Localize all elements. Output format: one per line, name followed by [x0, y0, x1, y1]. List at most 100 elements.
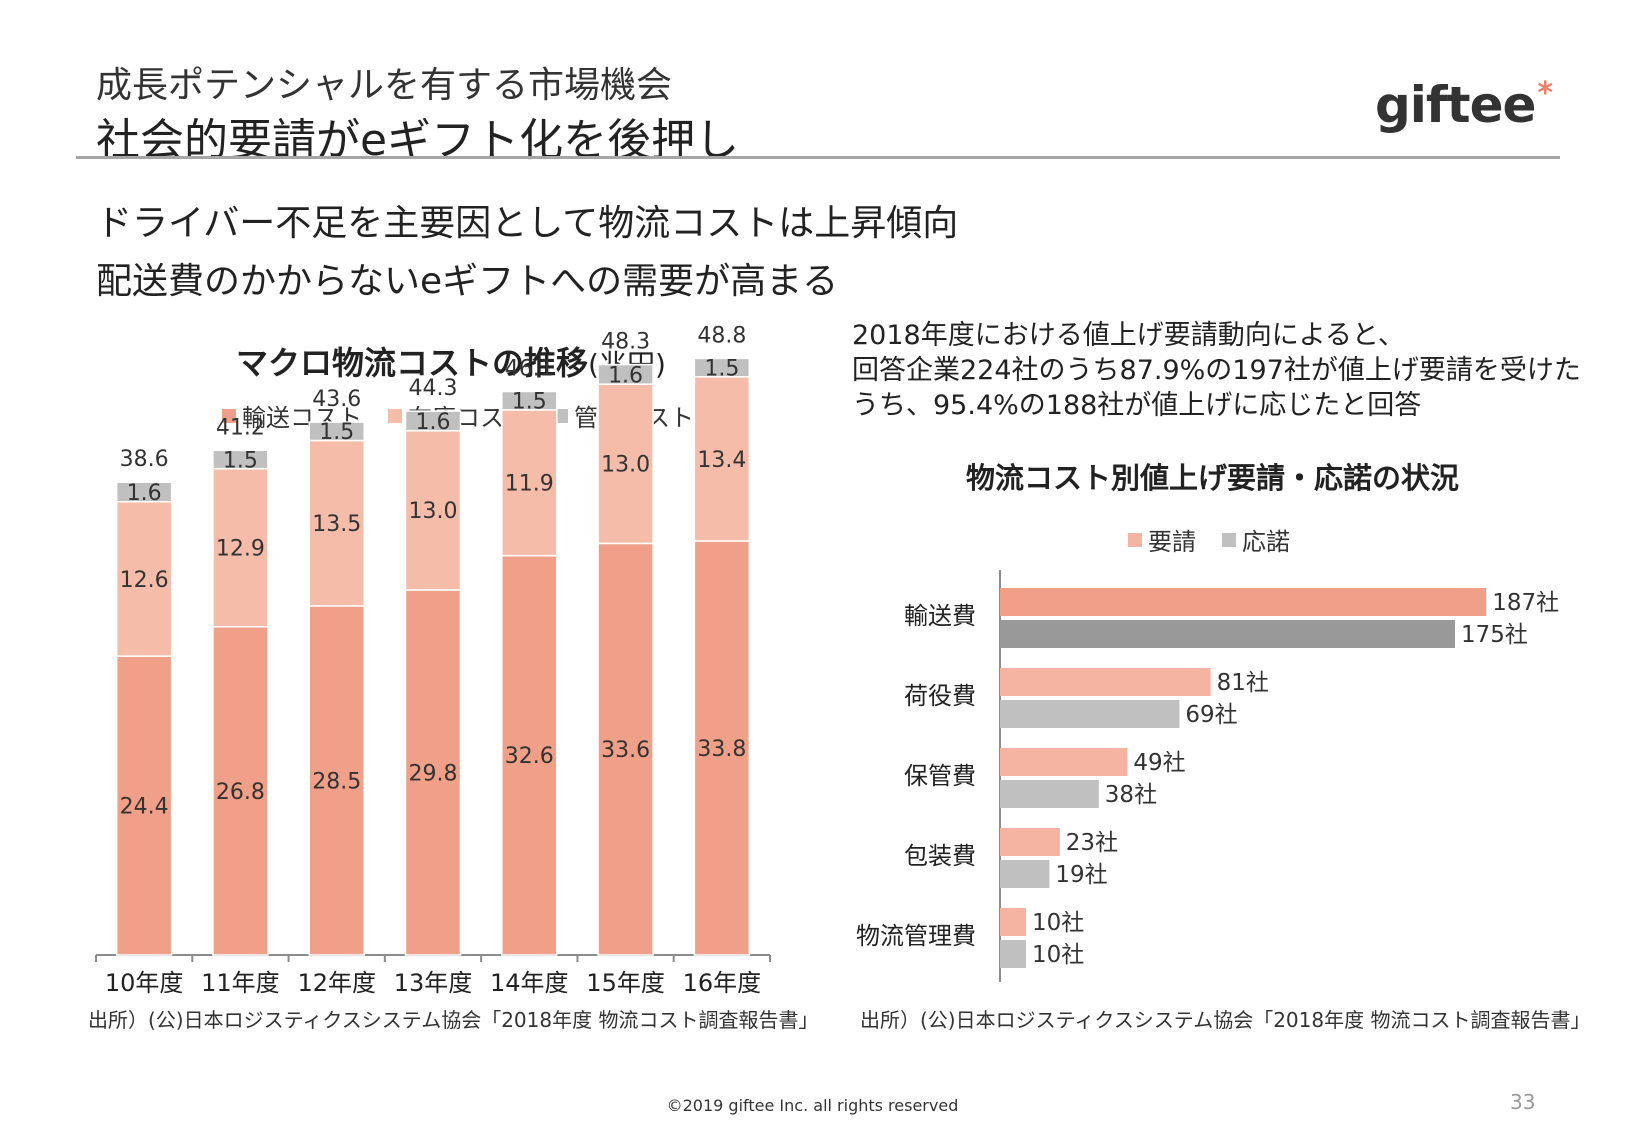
left-bar-value-label: 13.0: [409, 499, 458, 524]
left-bar-value-label: 1.6: [127, 481, 162, 506]
left-bar-segment: [501, 409, 558, 557]
right-bar: [1000, 940, 1026, 968]
right-bar-value-label: 10社: [1032, 942, 1084, 968]
right-description-line-3: うち、95.4%の188社が値上げに応じたと回答: [852, 390, 1422, 421]
giftee-logo: giftee*: [1375, 76, 1553, 134]
right-legend-swatch: [1222, 532, 1236, 547]
left-bar-value-label: 1.5: [704, 357, 739, 382]
left-bar-total-label: 46.1: [505, 357, 554, 382]
left-bar-total-label: 48.8: [697, 323, 746, 348]
left-bar-segment: [115, 655, 173, 956]
right-description-line-1: 2018年度における値上げ要請動向によると、: [852, 320, 1405, 351]
left-chart-title-text: マクロ物流コストの推移: [236, 344, 589, 382]
left-bar-total-label: 38.6: [120, 447, 169, 472]
right-bar-value-label: 187社: [1492, 590, 1559, 616]
left-bar-value-label: 13.0: [601, 453, 650, 478]
left-bar-value-label: 33.8: [697, 737, 746, 762]
left-category-label: 10年度: [105, 969, 184, 997]
right-bar-value-label: 175社: [1461, 622, 1528, 648]
left-bar-segment: [308, 605, 365, 956]
left-bar-value-label: 1.5: [512, 390, 547, 415]
right-bar: [1000, 860, 1050, 888]
right-legend-item: 要請: [1128, 522, 1196, 557]
left-legend-swatch: [388, 408, 402, 423]
page-number: 33: [1510, 1090, 1536, 1114]
left-bar-segment: [597, 383, 654, 545]
right-bar-value-label: 23社: [1066, 830, 1118, 856]
right-category-label: 荷役費: [904, 682, 976, 710]
left-bar-segment: [308, 439, 365, 607]
left-bar-value-label: 13.4: [697, 448, 746, 473]
left-bar-value-label: 11.9: [505, 472, 554, 497]
left-bar-segment: [212, 467, 269, 628]
left-bar-value-label: 1.6: [608, 363, 643, 388]
left-bar-value-label: 24.4: [120, 794, 169, 819]
right-legend-label: 応諾: [1242, 528, 1290, 556]
lead-line-1: ドライバー不足を主要因として物流コストは上昇傾向: [96, 203, 959, 244]
right-bar-value-label: 10社: [1032, 910, 1084, 936]
right-bar: [1000, 780, 1099, 808]
left-category-label: 16年度: [683, 969, 762, 997]
left-bar-total-label: 44.3: [409, 376, 458, 401]
left-bar-total-label: 41.2: [216, 415, 265, 440]
left-category-label: 15年度: [586, 969, 665, 997]
left-bar-segment: [693, 540, 751, 956]
left-bar-value-label: 1.6: [416, 410, 451, 435]
left-bar-segment: [597, 363, 654, 385]
right-bar-value-label: 38社: [1105, 782, 1157, 808]
right-bar-value-label: 69社: [1185, 702, 1237, 728]
right-description-line-2: 回答企業224社のうち87.9%の197社が値上げ要請を受けた: [852, 355, 1581, 386]
left-bar-total-label: 43.6: [312, 387, 361, 412]
right-category-label: 物流管理費: [856, 922, 976, 950]
right-description: 2018年度における値上げ要請動向によると、 回答企業224社のうち87.9%の…: [852, 318, 1581, 423]
left-bar-segment: [693, 357, 751, 378]
right-bar: [1000, 748, 1128, 776]
header-divider: [76, 156, 1560, 159]
left-bar-segment: [404, 410, 462, 432]
left-bar-segment: [308, 421, 365, 442]
right-category-label: 包装費: [904, 842, 976, 870]
right-source-note: 出所）(公)日本ロジスティクスシステム協会「2018年度 物流コスト調査報告書」: [860, 1008, 1591, 1032]
logo-star-icon: *: [1537, 76, 1553, 111]
left-bar-value-label: 33.6: [601, 738, 650, 763]
left-bar-total-label: 48.3: [601, 330, 650, 355]
left-bar-value-label: 12.9: [216, 537, 265, 562]
left-bar-segment: [212, 449, 269, 470]
right-horizontal-bar-chart: 187社 175社 輸送費 81社 69社 荷役費 49社 38社 保管費 23社 19社 包装費 10…: [856, 570, 1559, 982]
right-bar: [1000, 588, 1487, 616]
right-bar: [1000, 828, 1060, 856]
right-bar: [1000, 668, 1211, 696]
right-bar: [1000, 620, 1455, 648]
right-bar-value-label: 81社: [1217, 670, 1269, 696]
left-category-label: 14年度: [490, 969, 569, 997]
left-bar-value-label: 13.5: [312, 512, 361, 537]
right-bar: [1000, 700, 1180, 728]
right-legend-item: 応諾: [1222, 522, 1290, 557]
left-bar-value-label: 32.6: [505, 744, 554, 769]
left-stacked-bar-chart: 24.4 12.6 1.6 38.6 10年度 26.8 12.9 1.5 41.2 11年度 28…: [95, 323, 771, 997]
right-legend-swatch: [1128, 532, 1142, 547]
left-source-note: 出所）(公)日本ロジスティクスシステム協会「2018年度 物流コスト調査報告書」: [88, 1008, 819, 1032]
left-bar-segment: [115, 501, 173, 657]
left-bar-value-label: 1.5: [223, 448, 258, 473]
left-bar-segment: [501, 390, 558, 411]
left-bar-value-label: 12.6: [120, 568, 169, 593]
logo-text: giftee: [1375, 76, 1536, 134]
left-bar-segment: [404, 429, 462, 591]
page-subtitle: 成長ポテンシャルを有する市場機会: [96, 65, 673, 106]
right-chart-title: 物流コスト別値上げ要請・応諾の状況: [966, 461, 1460, 495]
left-bar-segment: [404, 589, 462, 956]
right-legend-label: 要請: [1148, 528, 1196, 556]
left-bar-segment: [115, 481, 173, 503]
right-category-label: 輸送費: [904, 602, 976, 630]
left-legend-swatch: [222, 408, 236, 423]
right-bar-value-label: 19社: [1055, 862, 1107, 888]
left-bar-value-label: 26.8: [216, 780, 265, 805]
lead-line-2: 配送費のかからないeギフトへの需要が高まる: [96, 261, 839, 302]
left-category-label: 13年度: [394, 969, 473, 997]
left-bar-segment: [597, 542, 654, 956]
left-bar-segment: [212, 625, 269, 956]
right-bar-value-label: 49社: [1133, 750, 1185, 776]
right-bar: [1000, 908, 1026, 936]
left-bar-value-label: 1.5: [319, 420, 354, 445]
